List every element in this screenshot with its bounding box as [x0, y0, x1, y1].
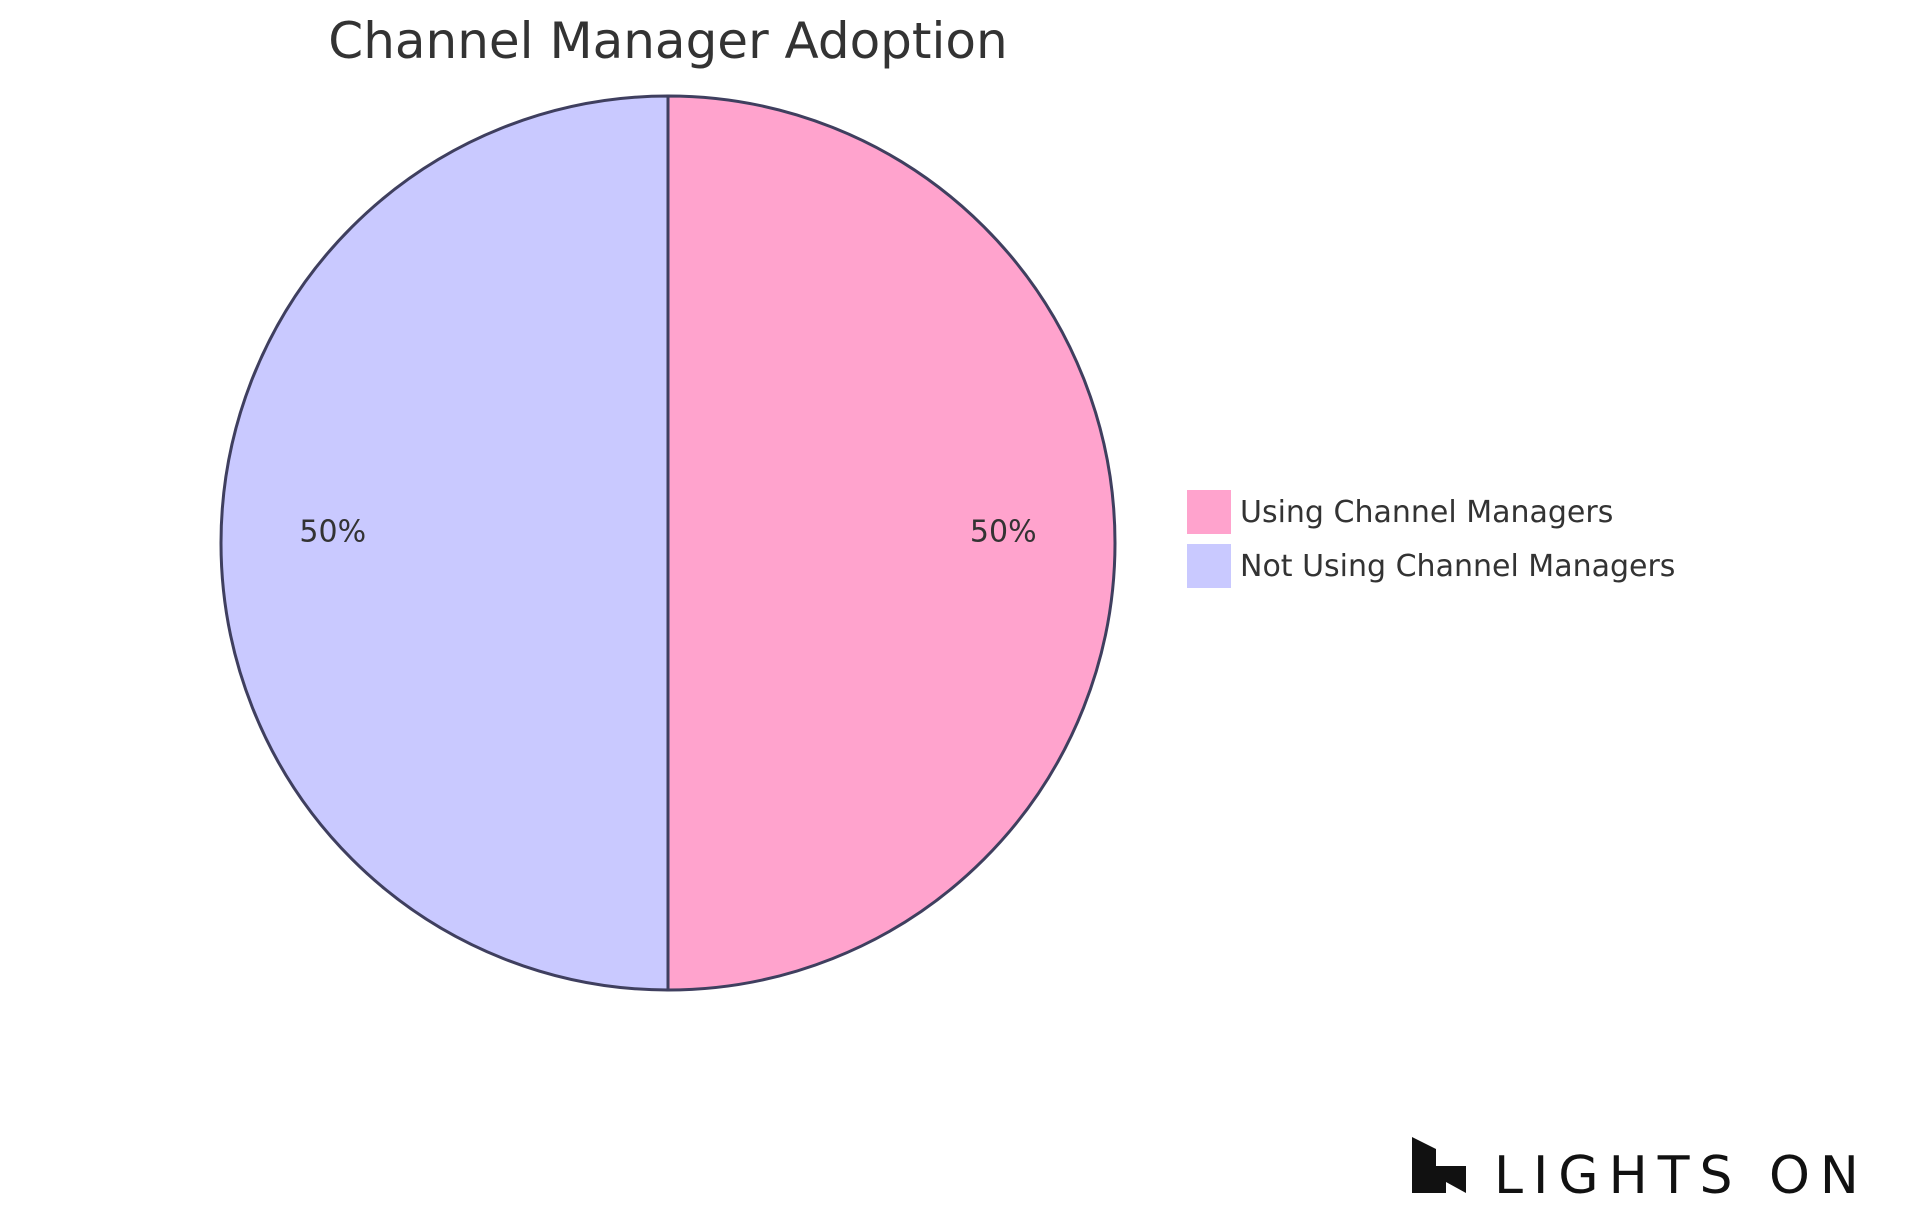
legend-swatch-1 — [1187, 544, 1231, 588]
pie-slice-0 — [666, 94, 1117, 992]
chart-title: Channel Manager Adoption — [328, 12, 1007, 70]
pie-slice-labels: 50% 50% — [299, 515, 1036, 550]
lights-on-logo-icon — [1412, 1137, 1466, 1193]
pie-slices — [219, 94, 1117, 992]
legend-label-0: Using Channel Managers — [1240, 495, 1613, 530]
legend: Using Channel Managers Not Using Channel … — [1187, 490, 1675, 588]
pie-slice-label-1: 50% — [299, 515, 366, 550]
legend-swatch-0 — [1187, 490, 1231, 534]
brand-logo: LIGHTS ON — [1412, 1137, 1869, 1206]
legend-label-1: Not Using Channel Managers — [1240, 549, 1675, 584]
pie-slice-1 — [219, 94, 670, 992]
pie-slice-label-0: 50% — [970, 515, 1037, 550]
logo-text: LIGHTS ON — [1494, 1146, 1869, 1206]
